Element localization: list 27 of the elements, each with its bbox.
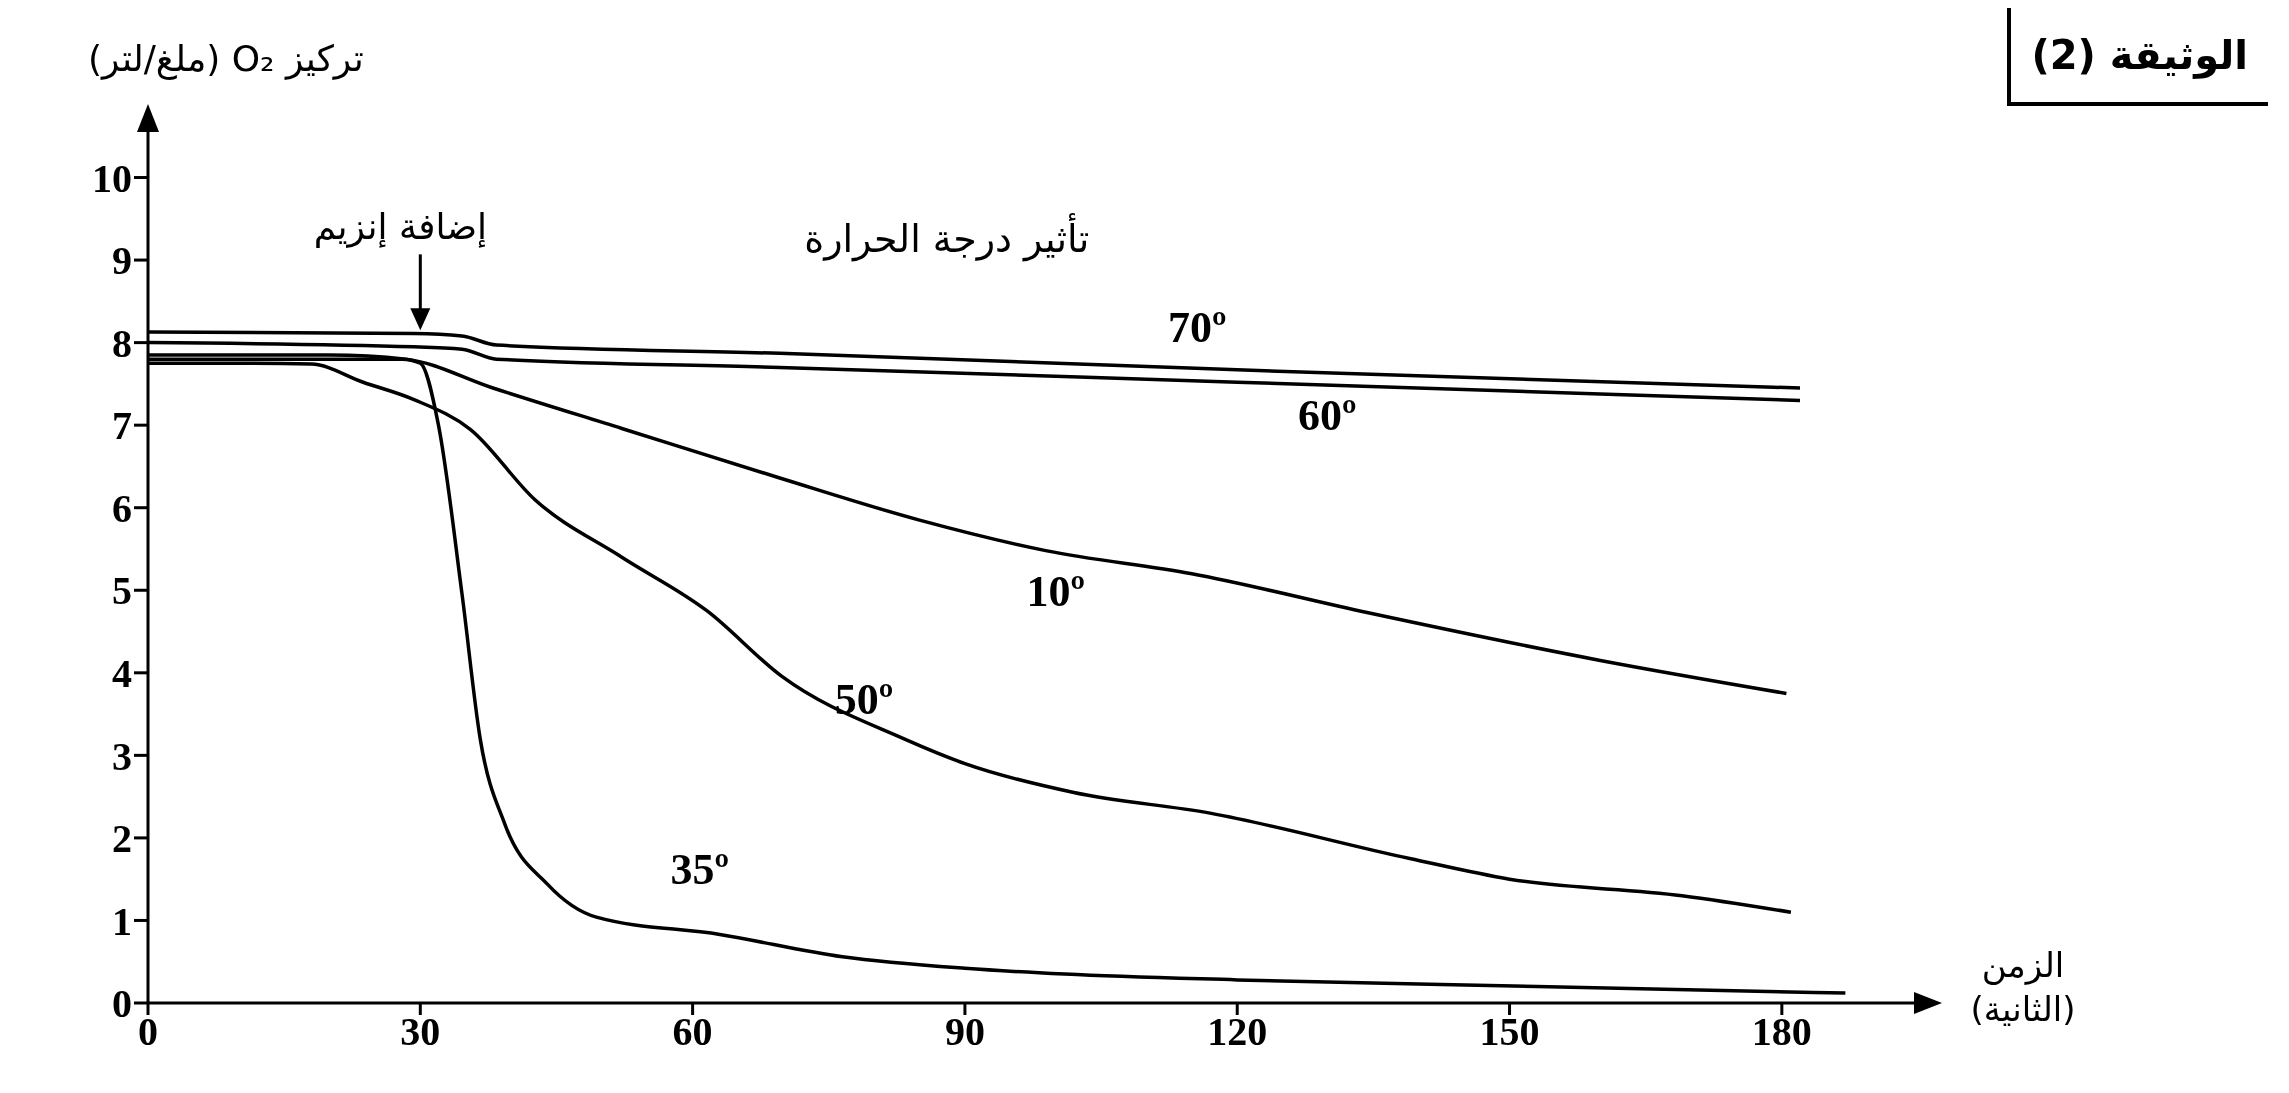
y-tick-label: 6 [112, 485, 132, 531]
series-label: 70º [1167, 302, 1227, 352]
x-tick-label: 150 [1479, 1009, 1540, 1055]
y-axis-title: تركيز O₂ (ملغ/لتر) [88, 38, 364, 79]
y-tick-label: 10 [92, 155, 132, 201]
y-tick-label: 3 [112, 733, 132, 779]
x-tick-label: 60 [672, 1009, 713, 1055]
x-tick-label: 180 [1751, 1009, 1812, 1055]
text: تأثير درجة الحرارة [804, 212, 1090, 262]
y-tick-label: 0 [112, 981, 132, 1027]
x-tick-label: 120 [1207, 1009, 1268, 1055]
y-tick-label: 7 [112, 403, 132, 449]
x-tick-label: 90 [944, 1009, 985, 1055]
series-label: 10º [1026, 566, 1085, 616]
series-label: 60º [1297, 391, 1357, 441]
y-tick-label: 5 [112, 568, 132, 614]
text: الوثيقة (2) [2007, 8, 2268, 106]
x-tick-label: 30 [400, 1009, 441, 1055]
x-axis-title: الزمن (الثانية) [1969, 944, 2077, 1032]
y-tick-label: 2 [112, 816, 132, 862]
annotation: إضافة إنزيم [313, 206, 487, 249]
series-label: 35º [670, 845, 730, 895]
y-tick-label: 4 [112, 651, 132, 697]
y-tick-label: 9 [112, 238, 132, 284]
series-label: 50º [834, 674, 894, 724]
y-tick-label: 8 [112, 320, 132, 366]
y-tick-label: 1 [112, 898, 132, 944]
